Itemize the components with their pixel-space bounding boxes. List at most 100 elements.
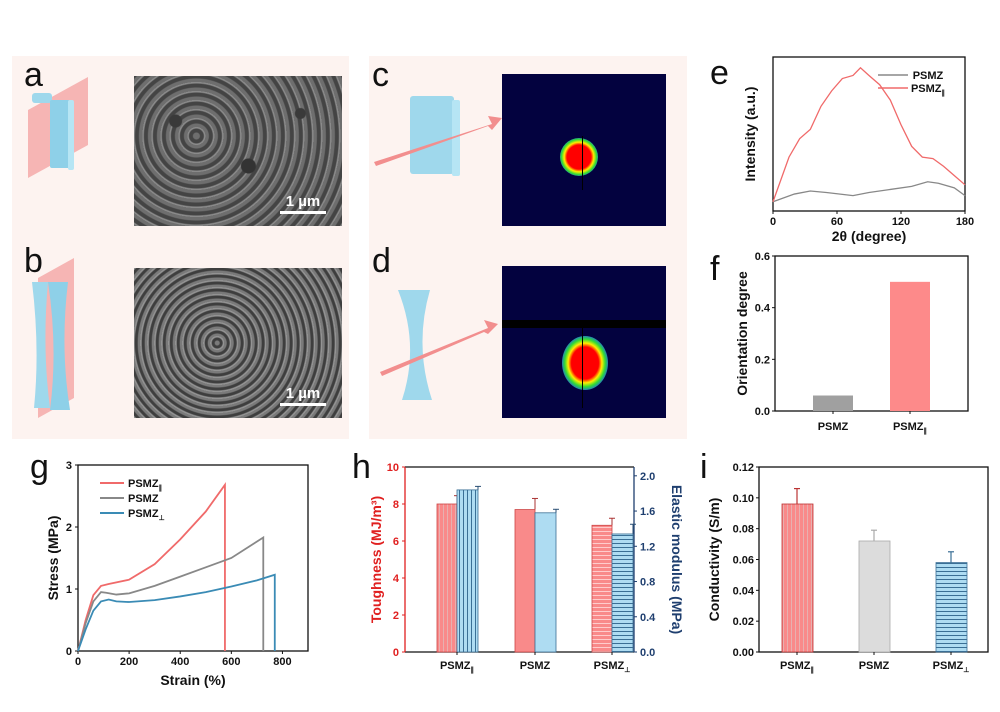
scale-bar-b: 1 µm [280, 385, 326, 406]
sem-image-a: 1 µm [134, 76, 342, 226]
legend-label-e-1: PSMZ∥ [911, 83, 945, 97]
sample-schematic-a [28, 77, 88, 178]
legend-label-g-1: PSMZ [128, 493, 159, 505]
x-tick-label-g: 0 [75, 656, 81, 668]
y-tick-label-g: 3 [66, 460, 72, 472]
y-tick-label-h: 8 [393, 499, 399, 511]
y-tick-label-h: 0 [393, 647, 399, 659]
y-tick-label-f: 0.2 [755, 354, 770, 366]
beamstop-bar-d [502, 320, 666, 328]
bar-i-1 [858, 540, 891, 653]
xray-schematic-c [374, 96, 502, 176]
y-tick-label-f: 0.6 [755, 251, 770, 263]
bar-i-2 [935, 562, 968, 653]
y-tick-label-f: 0.0 [755, 406, 770, 418]
x-tick-label-i-1: PSMZ [859, 660, 890, 672]
scale-bar-a: 1 µm [280, 193, 326, 214]
sem-image-b: 1 µm [134, 268, 342, 418]
y-right-tick-label-h: 2.0 [640, 471, 655, 483]
y-tick-label-g: 1 [66, 584, 72, 596]
series-line-e-1 [772, 66, 966, 202]
y-right-axis-label-h: Elastic modulus (MPa) [669, 485, 685, 634]
series-line-g-2 [77, 573, 276, 652]
x-tick-label-g: 800 [273, 656, 291, 668]
y-axis-label-e: Intensity (a.u.) [742, 87, 758, 182]
y-tick-label-i: 0.04 [733, 585, 755, 597]
xray-beam-arrow-c [374, 116, 502, 166]
bar-f-1 [890, 281, 930, 411]
y-axis-label-f: Orientation degree [734, 271, 750, 396]
x-tick-label-e: 60 [831, 216, 843, 228]
xray-beam-arrow-d [380, 320, 498, 376]
y-tick-label-h: 4 [393, 573, 400, 585]
series-line-g-1 [77, 535, 265, 652]
panel-label-f: f [710, 250, 720, 288]
waxs-pattern-c [502, 74, 666, 226]
plot-frame-g [77, 464, 309, 652]
x-tick-label-e: 120 [892, 216, 910, 228]
x-tick-label-f-1: PSMZ∥ [893, 421, 927, 435]
waxs-pattern-d [502, 266, 666, 418]
x-tick-label-h-2: PSMZ⊥ [594, 660, 631, 674]
x-tick-label-g: 400 [171, 656, 189, 668]
y-tick-label-i: 0.08 [733, 524, 754, 536]
x-axis-label-e: 2θ (degree) [832, 228, 906, 244]
y-right-tick-label-h: 1.2 [640, 541, 655, 553]
y-tick-label-h: 6 [393, 536, 399, 548]
panel-label-e: e [710, 54, 729, 92]
panel-label-a: a [24, 56, 43, 94]
x-tick-label-f-0: PSMZ [818, 421, 849, 433]
series-line-g-0 [77, 482, 226, 652]
y-tick-label-g: 2 [66, 522, 72, 534]
x-tick-label-i-0: PSMZ∥ [780, 660, 814, 674]
panel-label-d: d [372, 242, 391, 280]
hydrogel-block-b [32, 282, 50, 408]
y-tick-label-f: 0.4 [755, 303, 771, 315]
y-tick-label-g: 0 [66, 646, 72, 658]
panel-label-b: b [24, 242, 43, 280]
legend-label-g-0: PSMZ∥ [128, 478, 162, 492]
bar-h-modulus-1 [534, 512, 557, 653]
y-tick-label-i: 0.02 [733, 616, 754, 628]
hydrogel-block-d [398, 290, 432, 400]
y-axis-label-h: Toughness (MJ/m³) [368, 496, 384, 623]
x-tick-label-i-2: PSMZ⊥ [933, 660, 970, 674]
y-tick-label-i: 0.12 [733, 462, 754, 474]
x-tick-label-e: 180 [956, 216, 974, 228]
y-tick-label-i: 0.06 [733, 555, 754, 567]
x-tick-label-g: 600 [222, 656, 240, 668]
bar-i-0 [781, 503, 814, 653]
legend-label-e-0: PSMZ [913, 70, 944, 82]
panel-label-h: h [352, 448, 371, 486]
plot-frame-f [774, 255, 969, 412]
diffraction-spot-c [560, 138, 598, 176]
diffraction-spot-d [562, 336, 608, 390]
hydrogel-block-a [32, 93, 52, 103]
y-tick-label-h: 10 [387, 462, 399, 474]
y-right-tick-label-h: 0.8 [640, 577, 655, 589]
y-tick-label-i: 0.10 [733, 493, 754, 505]
y-right-tick-label-h: 0.0 [640, 647, 655, 659]
x-tick-label-h-0: PSMZ∥ [440, 660, 474, 674]
panel-label-i: i [700, 448, 708, 486]
series-line-e-0 [772, 181, 966, 203]
y-axis-label-i: Conductivity (S/m) [706, 498, 722, 622]
x-tick-label-e: 0 [770, 216, 776, 228]
panel-label-c: c [372, 56, 389, 94]
bar-h-modulus-0 [456, 489, 479, 653]
hydrogel-block-c [410, 96, 454, 174]
bar-f-0 [813, 395, 853, 411]
y-tick-label-h: 2 [393, 610, 399, 622]
sample-schematic-b [32, 258, 74, 418]
x-tick-label-g: 200 [120, 656, 138, 668]
bar-h-modulus-2 [611, 533, 634, 653]
panel-label-g: g [30, 448, 49, 486]
xray-schematic-d [380, 290, 498, 400]
y-axis-label-g: Stress (MPa) [45, 516, 61, 601]
y-tick-label-i: 0.00 [733, 647, 754, 659]
